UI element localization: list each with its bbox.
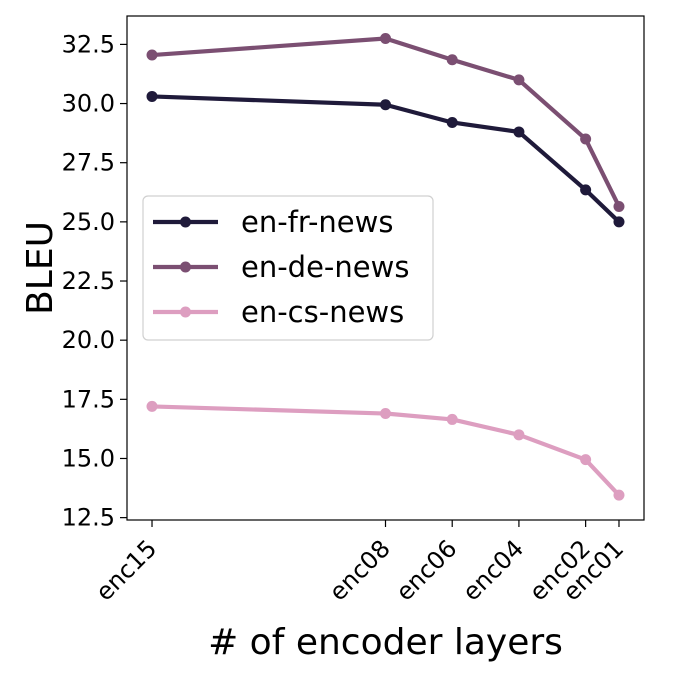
x-axis-title: # of encoder layers: [208, 622, 563, 663]
data-point: [613, 200, 625, 212]
legend-label: en-cs-news: [241, 295, 404, 329]
legend-swatch-marker: [180, 306, 191, 318]
legend-label: en-fr-news: [241, 205, 393, 239]
data-point: [580, 184, 592, 196]
series-line-en-de-news: [149, 36, 622, 209]
data-point: [446, 116, 458, 128]
data-point: [580, 133, 592, 145]
data-point: [580, 454, 592, 466]
data-point: [146, 400, 158, 412]
data-point: [446, 413, 458, 425]
data-point: [380, 99, 391, 111]
series-layer: [146, 32, 625, 501]
legend-label: en-de-news: [241, 250, 409, 284]
data-point: [613, 489, 625, 501]
legend: en-fr-news en-de-news en-cs-news: [142, 195, 434, 341]
data-point: [380, 408, 391, 420]
y-axis: 12.5 15.0 17.5 20.0 22.5 25.0 27.5 30.0 32.5: [62, 30, 127, 532]
y-tick-label: 22.5: [62, 267, 115, 295]
y-tick-label: 30.0: [62, 90, 115, 118]
x-tick-label: enc06: [391, 534, 463, 606]
legend-swatch-marker: [180, 261, 191, 273]
y-tick-label: 27.5: [62, 149, 115, 177]
x-tick-label: enc15: [90, 534, 162, 606]
legend-box: [142, 195, 434, 341]
x-tick-label: enc08: [324, 534, 396, 606]
x-tick-label: enc04: [457, 534, 529, 606]
data-point: [146, 90, 158, 102]
data-point: [513, 429, 525, 441]
y-tick-label: 25.0: [62, 208, 115, 236]
data-point: [513, 126, 525, 138]
y-tick-label: 15.0: [62, 444, 115, 472]
data-point: [146, 49, 158, 61]
data-point: [380, 32, 391, 44]
y-tick-label: 12.5: [62, 504, 115, 532]
legend-swatch-marker: [180, 216, 191, 228]
data-point: [446, 54, 458, 66]
data-point: [613, 216, 625, 228]
data-point: [513, 74, 525, 86]
series-line-en-cs-news: [149, 404, 622, 498]
series-line-en-fr-news: [149, 94, 622, 224]
y-tick-label: 20.0: [62, 326, 115, 354]
y-tick-label: 32.5: [62, 30, 115, 58]
y-axis-title: BLEU: [20, 221, 61, 315]
y-tick-label: 17.5: [62, 385, 115, 413]
